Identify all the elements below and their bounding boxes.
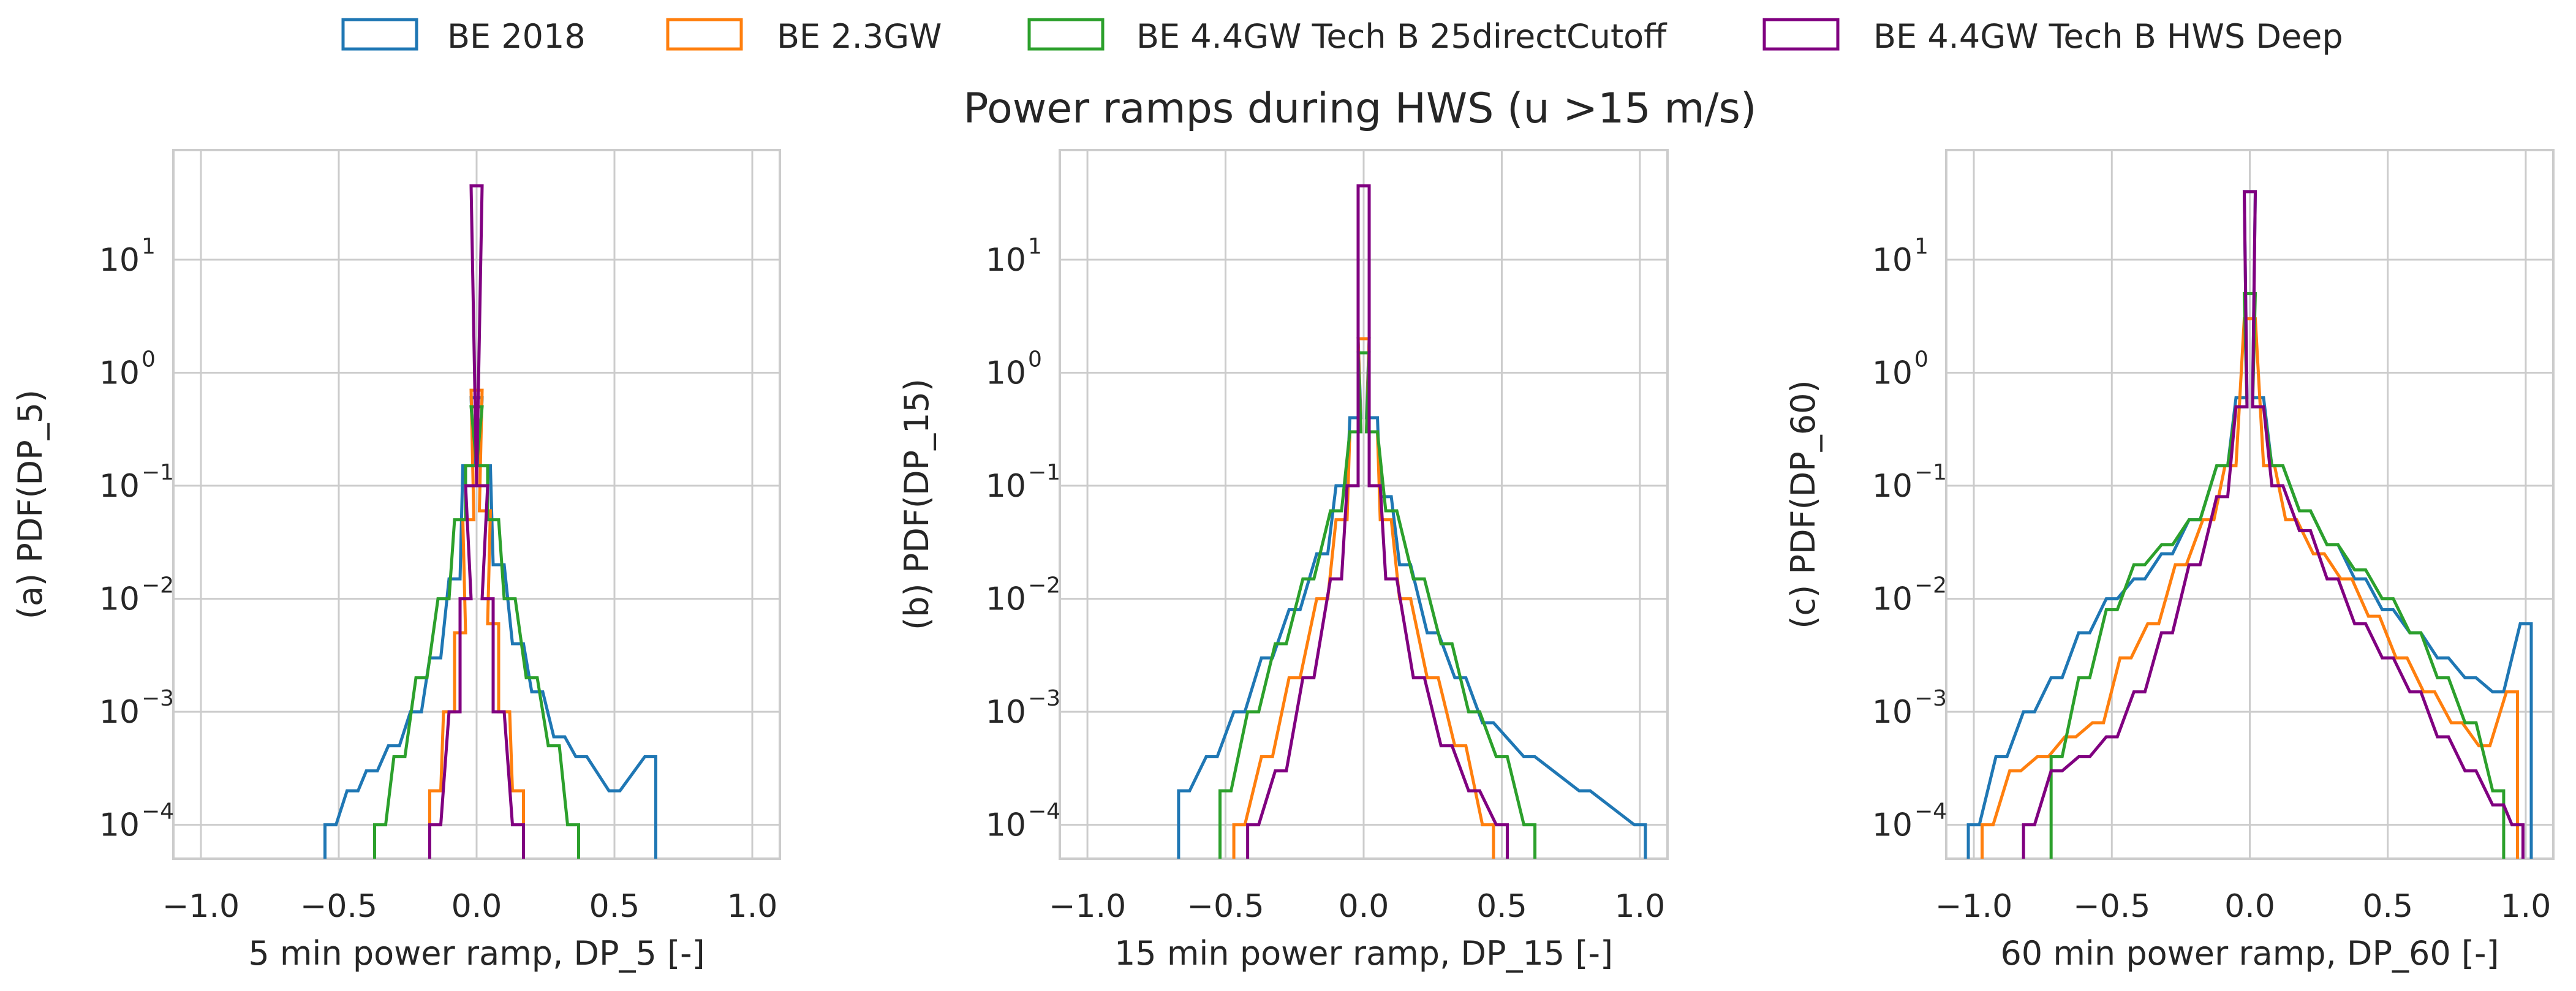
series-line-be-2-3gw: [428, 388, 525, 859]
y-tick-exponent: −1: [142, 460, 174, 485]
x-tick-label: 0.0: [1339, 888, 1389, 925]
y-axis-label: (a) PDF(DP_5): [11, 390, 50, 619]
plot-frame: [172, 149, 781, 860]
series-line-be-4-4gw-tech-b-hws-deep: [1246, 184, 1509, 859]
y-tick-exponent: −3: [142, 686, 174, 711]
panel-b: −1.0 −0.5 0.0 0.5 1.010 110 010 −110 −210 −310 −41…: [897, 149, 1669, 973]
y-tick-label: 10: [1872, 242, 1913, 279]
x-tick-label: −1.0: [1935, 888, 2012, 925]
plot-frame: [1059, 149, 1669, 860]
panel-a: −1.0 −0.5 0.0 0.5 1.010 110 010 −110 −210 −310 −45…: [11, 149, 781, 973]
y-tick-exponent: −4: [1914, 799, 1947, 824]
x-tick-label: −1.0: [1049, 888, 1126, 925]
y-tick-label: 10: [986, 694, 1026, 731]
y-tick-exponent: 0: [1914, 347, 1928, 372]
x-tick-label: 1.0: [1615, 888, 1666, 925]
x-tick-label: −0.5: [300, 888, 377, 925]
legend-label-be-4-4gw-hws-deep: BE 4.4GW Tech B HWS Deep: [1873, 17, 2343, 56]
y-tick-exponent: −2: [142, 573, 174, 598]
legend-label-be-4-4gw-25directcutoff: BE 4.4GW Tech B 25directCutoff: [1136, 17, 1668, 56]
y-tick-exponent: −2: [1914, 573, 1947, 598]
y-tick-exponent: 0: [1028, 347, 1042, 372]
y-tick-label: 10: [986, 468, 1026, 505]
y-tick-label: 10: [1872, 468, 1913, 505]
y-tick-exponent: −4: [142, 799, 174, 824]
x-axis-label: 15 min power ramp, DP_15 [-]: [1114, 934, 1613, 973]
legend-item-be-4-4gw-25directcutoff: BE 4.4GW Tech B 25directCutoff: [1027, 17, 1668, 56]
x-tick-label: −0.5: [2073, 888, 2150, 925]
x-tick-label: 0.0: [2224, 888, 2275, 925]
legend-swatch-be-4-4gw-hws-deep: [1762, 18, 1840, 51]
x-tick-label: 1.0: [727, 888, 778, 925]
y-tick-label: 10: [986, 807, 1026, 844]
y-tick-label: 10: [1872, 807, 1913, 844]
y-tick-label: 10: [99, 468, 140, 505]
x-tick-label: −1.0: [162, 888, 240, 925]
panel-c: −1.0 −0.5 0.0 0.5 1.010 110 010 −110 −210 −310 −46…: [1784, 149, 2555, 973]
legend-label-be-2-3gw: BE 2.3GW: [777, 17, 942, 56]
plot-frame: [1945, 149, 2555, 860]
legend-swatch-be-4-4gw-25directcutoff: [1027, 18, 1105, 51]
x-tick-label: −0.5: [1187, 888, 1264, 925]
x-tick-label: 0.0: [451, 888, 502, 925]
series-line-be-4-4gw-tech-b-25directcutoff: [2049, 292, 2506, 859]
series-line-be-2018: [323, 396, 657, 859]
y-tick-exponent: −4: [1028, 799, 1060, 824]
y-axis-label: (b) PDF(DP_15): [897, 379, 936, 630]
x-axis-label: 60 min power ramp, DP_60 [-]: [2000, 934, 2499, 973]
y-tick-label: 10: [99, 694, 140, 731]
x-tick-label: 0.5: [589, 888, 640, 925]
legend-item-be-2018: BE 2018: [341, 17, 586, 56]
y-tick-exponent: 1: [1028, 234, 1042, 259]
y-tick-label: 10: [986, 242, 1026, 279]
y-tick-exponent: 0: [142, 347, 156, 372]
x-tick-label: 1.0: [2501, 888, 2551, 925]
y-tick-exponent: −3: [1028, 686, 1060, 711]
figure-title: Power ramps during HWS (u >15 m/s): [964, 85, 1757, 133]
y-tick-label: 10: [1872, 355, 1913, 392]
series-line-be-2-3gw: [1232, 337, 1495, 859]
y-tick-exponent: −2: [1028, 573, 1060, 598]
y-axis-label: (c) PDF(DP_60): [1784, 380, 1822, 628]
y-tick-exponent: −3: [1914, 686, 1947, 711]
series-line-be-4-4gw-tech-b-hws-deep: [2022, 190, 2525, 859]
y-tick-label: 10: [99, 807, 140, 844]
y-tick-label: 10: [99, 355, 140, 392]
x-tick-label: 0.5: [1476, 888, 1527, 925]
y-tick-label: 10: [99, 242, 140, 279]
x-axis-label: 5 min power ramp, DP_5 [-]: [248, 934, 704, 973]
series-line-be-4-4gw-tech-b-hws-deep: [428, 184, 525, 859]
y-tick-label: 10: [986, 355, 1026, 392]
y-tick-label: 10: [99, 581, 140, 618]
y-tick-exponent: −1: [1914, 460, 1947, 485]
x-tick-label: 0.5: [2362, 888, 2413, 925]
y-tick-label: 10: [986, 581, 1026, 618]
legend: BE 2018 BE 2.3GW BE 4.4GW Tech B 25direc…: [341, 17, 2343, 56]
legend-item-be-2-3gw: BE 2.3GW: [666, 17, 942, 56]
y-tick-exponent: −1: [1028, 460, 1060, 485]
legend-swatch-be-2-3gw: [666, 18, 743, 51]
legend-swatch-be-2018: [341, 18, 418, 51]
y-tick-exponent: 1: [1914, 234, 1928, 259]
legend-label-be-2018: BE 2018: [447, 17, 586, 56]
legend-item-be-4-4gw-hws-deep: BE 4.4GW Tech B HWS Deep: [1762, 17, 2343, 56]
y-tick-label: 10: [1872, 581, 1913, 618]
y-tick-label: 10: [1872, 694, 1913, 731]
y-tick-exponent: 1: [142, 234, 156, 259]
